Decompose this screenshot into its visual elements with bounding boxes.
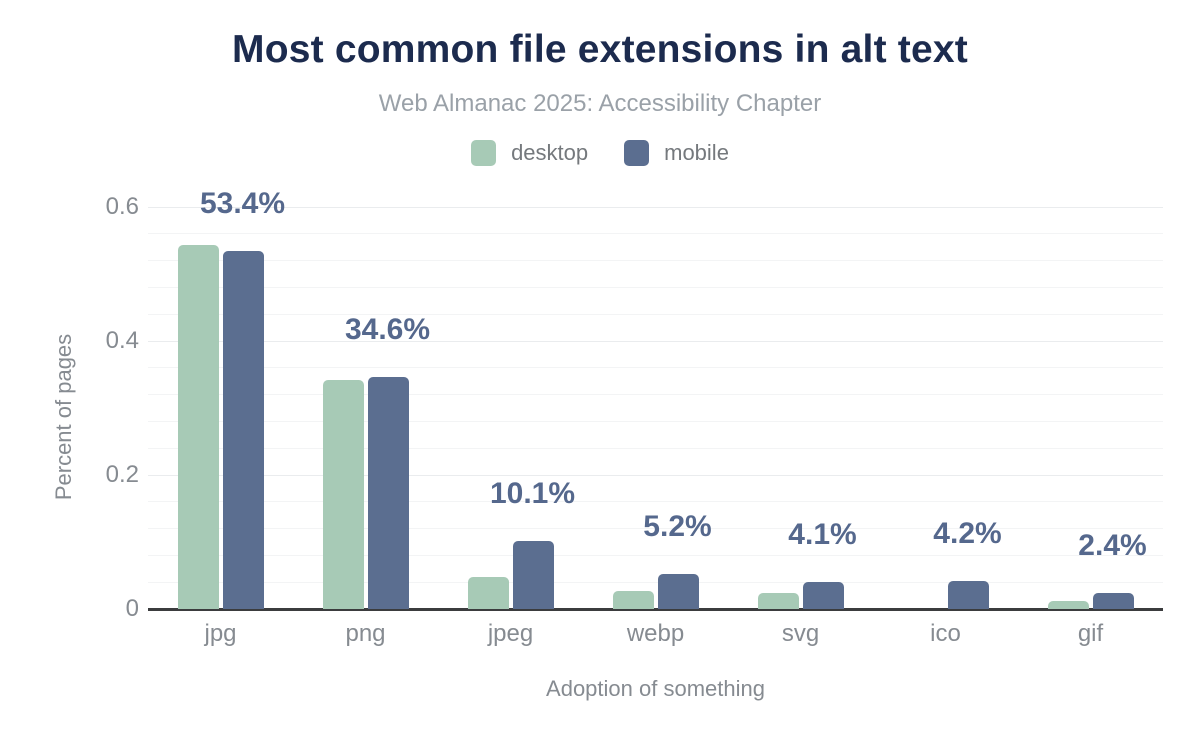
x-category-labels: jpg png jpeg webp svg ico gif — [148, 620, 1163, 648]
x-category-jpg: jpg — [204, 620, 237, 647]
legend-label: desktop — [511, 140, 589, 165]
legend-label: mobile — [664, 140, 729, 165]
y-tick-label: 0.6 — [105, 193, 139, 220]
minor-gridline — [148, 554, 1163, 556]
minor-gridline — [148, 313, 1163, 315]
bar-group-jpg: 53.4% — [148, 187, 293, 609]
desktop-bar-png[interactable] — [322, 379, 364, 609]
x-category-png: png — [345, 620, 386, 647]
bar-group-ico: 4.2% — [873, 207, 1018, 609]
x-category-jpeg: jpeg — [487, 620, 534, 647]
value-label-ico: 4.2% — [933, 516, 1002, 550]
bar-group-jpeg: 10.1% — [438, 207, 583, 609]
plot-area: 0 0.2 0.4 0.6 53.4% 34.6% 10.1% 5.2% 4.1% 4.2% 2.4… — [106, 187, 1163, 622]
legend: desktop mobile — [0, 140, 1200, 166]
legend-item-mobile[interactable]: mobile — [624, 140, 729, 166]
value-label-svg: 4.1% — [788, 517, 857, 551]
chart-subtitle: Web Almanac 2025: Accessibility Chapter — [378, 90, 822, 117]
bars-row — [293, 207, 438, 609]
value-label-jpg: 53.4% — [199, 187, 286, 221]
mobile-bar-jpeg[interactable] — [512, 541, 554, 609]
mobile-bar-webp[interactable] — [657, 574, 699, 609]
bar-group-png: 34.6% — [293, 207, 438, 609]
legend-swatch-mobile — [624, 140, 650, 166]
major-gridline — [148, 206, 1163, 208]
x-category-gif: gif — [1077, 620, 1104, 647]
bars-row — [148, 207, 293, 609]
x-axis-line — [148, 608, 1163, 611]
minor-gridline — [148, 286, 1163, 288]
mobile-bar-svg[interactable] — [802, 581, 844, 609]
desktop-bar-svg[interactable] — [757, 592, 799, 609]
y-tick-label: 0.4 — [105, 327, 139, 354]
mobile-bar-jpg[interactable] — [222, 251, 264, 609]
mobile-bar-ico[interactable] — [947, 580, 989, 609]
mobile-bar-gif[interactable] — [1092, 592, 1134, 609]
value-label-png: 34.6% — [344, 313, 431, 347]
y-tick-label: 0 — [125, 595, 139, 622]
minor-gridline — [148, 394, 1163, 396]
minor-gridline — [148, 260, 1163, 262]
value-label-webp: 5.2% — [643, 510, 712, 544]
bars-row — [728, 207, 873, 609]
value-label-jpeg: 10.1% — [489, 477, 576, 511]
legend-swatch-desktop — [471, 140, 497, 166]
y-tick-label: 0.2 — [105, 461, 139, 488]
minor-gridline — [148, 447, 1163, 449]
x-category-ico: ico — [930, 620, 961, 647]
y-axis-title: Percent of pages — [51, 333, 76, 501]
bar-group-svg: 4.1% — [728, 207, 873, 609]
value-label-gif: 2.4% — [1078, 528, 1147, 562]
x-category-webp: webp — [626, 620, 685, 647]
mobile-bar-png[interactable] — [367, 377, 409, 609]
chart-title: Most common file extensions in alt text — [232, 28, 968, 71]
minor-gridline — [148, 581, 1163, 583]
bars-row — [583, 207, 728, 609]
desktop-bar-webp[interactable] — [612, 590, 654, 609]
minor-gridline — [148, 501, 1163, 503]
desktop-bar-jpg[interactable] — [177, 245, 219, 609]
minor-gridline — [148, 528, 1163, 530]
desktop-bar-jpeg[interactable] — [467, 576, 509, 609]
minor-gridline — [148, 233, 1163, 235]
bars-row — [438, 207, 583, 609]
bars-row — [873, 207, 1018, 609]
bar-group-gif: 2.4% — [1018, 207, 1163, 609]
major-gridline — [148, 474, 1163, 476]
bar-group-webp: 5.2% — [583, 207, 728, 609]
major-gridline — [148, 340, 1163, 342]
minor-gridline — [148, 420, 1163, 422]
x-axis-title: Adoption of something — [546, 676, 765, 701]
desktop-bar-gif[interactable] — [1047, 600, 1089, 609]
legend-item-desktop[interactable]: desktop — [471, 140, 588, 166]
x-category-svg: svg — [781, 620, 820, 647]
bars-row — [1018, 207, 1163, 609]
minor-gridline — [148, 367, 1163, 369]
